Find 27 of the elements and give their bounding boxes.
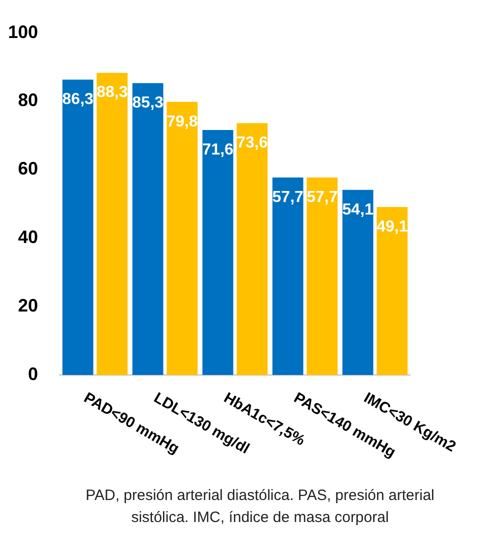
data-label: 49,1	[376, 218, 408, 236]
data-label: 57,7	[272, 188, 304, 206]
data-label: 88,3	[96, 84, 128, 102]
data-label: 85,3	[132, 94, 164, 112]
bar	[306, 178, 338, 375]
bar	[236, 123, 268, 375]
bar	[342, 190, 374, 375]
data-label: 86,3	[62, 91, 94, 108]
data-label: 71,6	[202, 141, 234, 158]
data-label: 79,8	[166, 113, 198, 130]
bar	[202, 130, 234, 375]
y-tick-label: 0	[28, 364, 38, 384]
bar	[132, 83, 164, 375]
bar	[376, 206, 408, 375]
y-tick-label: 40	[18, 227, 38, 248]
bar	[62, 80, 94, 375]
text: PAD, presión arterial diastólica. PAS, presión arterial sistólica. IMC, índice de masa corporal	[84, 486, 436, 528]
data-label: 57,7	[306, 188, 338, 206]
data-label: 54,1	[342, 201, 374, 218]
y-tick-label: 100	[8, 22, 38, 42]
y-tick-label: 60	[18, 158, 38, 179]
y-tick-label: 80	[18, 90, 38, 110]
bar	[166, 102, 198, 375]
y-tick-label: 20	[18, 296, 38, 316]
data-label: 73,6	[236, 134, 268, 152]
bar	[96, 72, 128, 375]
bar	[272, 178, 304, 375]
